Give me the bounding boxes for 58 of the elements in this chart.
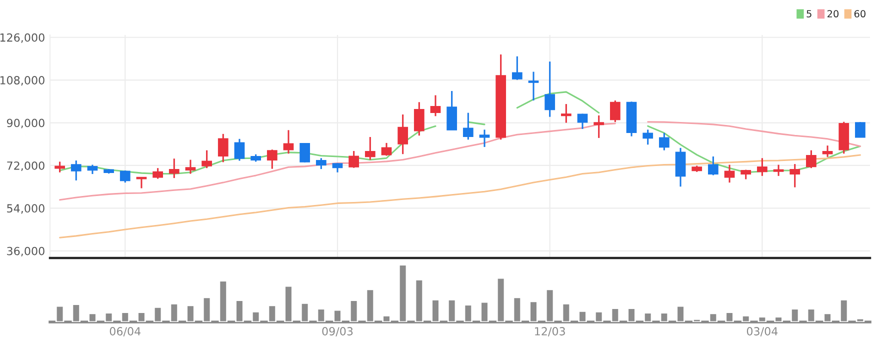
candlestick [364, 136, 376, 161]
x-tick-label: 03/04 [746, 327, 778, 336]
candlestick [414, 101, 424, 136]
x-tick-label: 12/03 [535, 327, 565, 336]
candlestick [381, 142, 392, 157]
candlestick [740, 168, 752, 180]
candlestick [512, 56, 522, 81]
candlestick [185, 159, 196, 175]
candlestick [152, 167, 163, 180]
line-series [59, 154, 861, 238]
candlestick [773, 164, 784, 177]
candlestick [560, 103, 572, 124]
candlestick [348, 150, 360, 169]
legend-label: 60 [854, 10, 866, 18]
candlestick [316, 157, 326, 170]
candlestick [790, 163, 800, 188]
candlestick [54, 160, 65, 174]
candlestick [544, 60, 556, 118]
y-tick-label: 126,000 [0, 33, 44, 43]
candlestick [724, 164, 735, 184]
candlestick [218, 133, 228, 163]
candlestick [577, 112, 588, 130]
y-tick-label: 108,000 [0, 76, 44, 86]
y-tick-label: 90,000 [6, 118, 44, 128]
candlestick [266, 148, 278, 170]
candlestick [855, 121, 866, 138]
candlestick [594, 114, 604, 139]
candlestick [479, 128, 490, 148]
y-tick-label: 72,000 [7, 161, 44, 171]
legend-label: 5 [806, 10, 812, 18]
y-tick-label: 36,000 [7, 246, 44, 256]
candlestick [462, 112, 474, 140]
candlestick [136, 176, 147, 190]
candlestick [658, 132, 670, 152]
candlestick [675, 147, 686, 188]
x-tick-label: 09/03 [322, 327, 353, 336]
candlestick [757, 157, 768, 177]
candlestick [234, 138, 245, 162]
candlestick [806, 150, 816, 169]
candlestick [70, 160, 82, 182]
candlestick [87, 164, 98, 175]
candlestick [300, 142, 310, 164]
candlestick [708, 156, 718, 176]
candlestick [446, 90, 458, 130]
candlestick [168, 158, 180, 179]
candlestick [120, 170, 130, 184]
candlestick [430, 94, 441, 117]
candlestick [202, 150, 212, 169]
x-tick-label: 06/04 [110, 327, 141, 336]
candlestick [642, 128, 654, 146]
candlestick [528, 71, 539, 102]
candlestick [283, 129, 294, 154]
candlestick [332, 162, 343, 174]
candlestick [398, 114, 408, 155]
candlestick [610, 100, 620, 123]
y-tick-label: 54,000 [7, 204, 44, 214]
candlestick [822, 144, 833, 158]
legend-label: 20 [827, 10, 839, 18]
